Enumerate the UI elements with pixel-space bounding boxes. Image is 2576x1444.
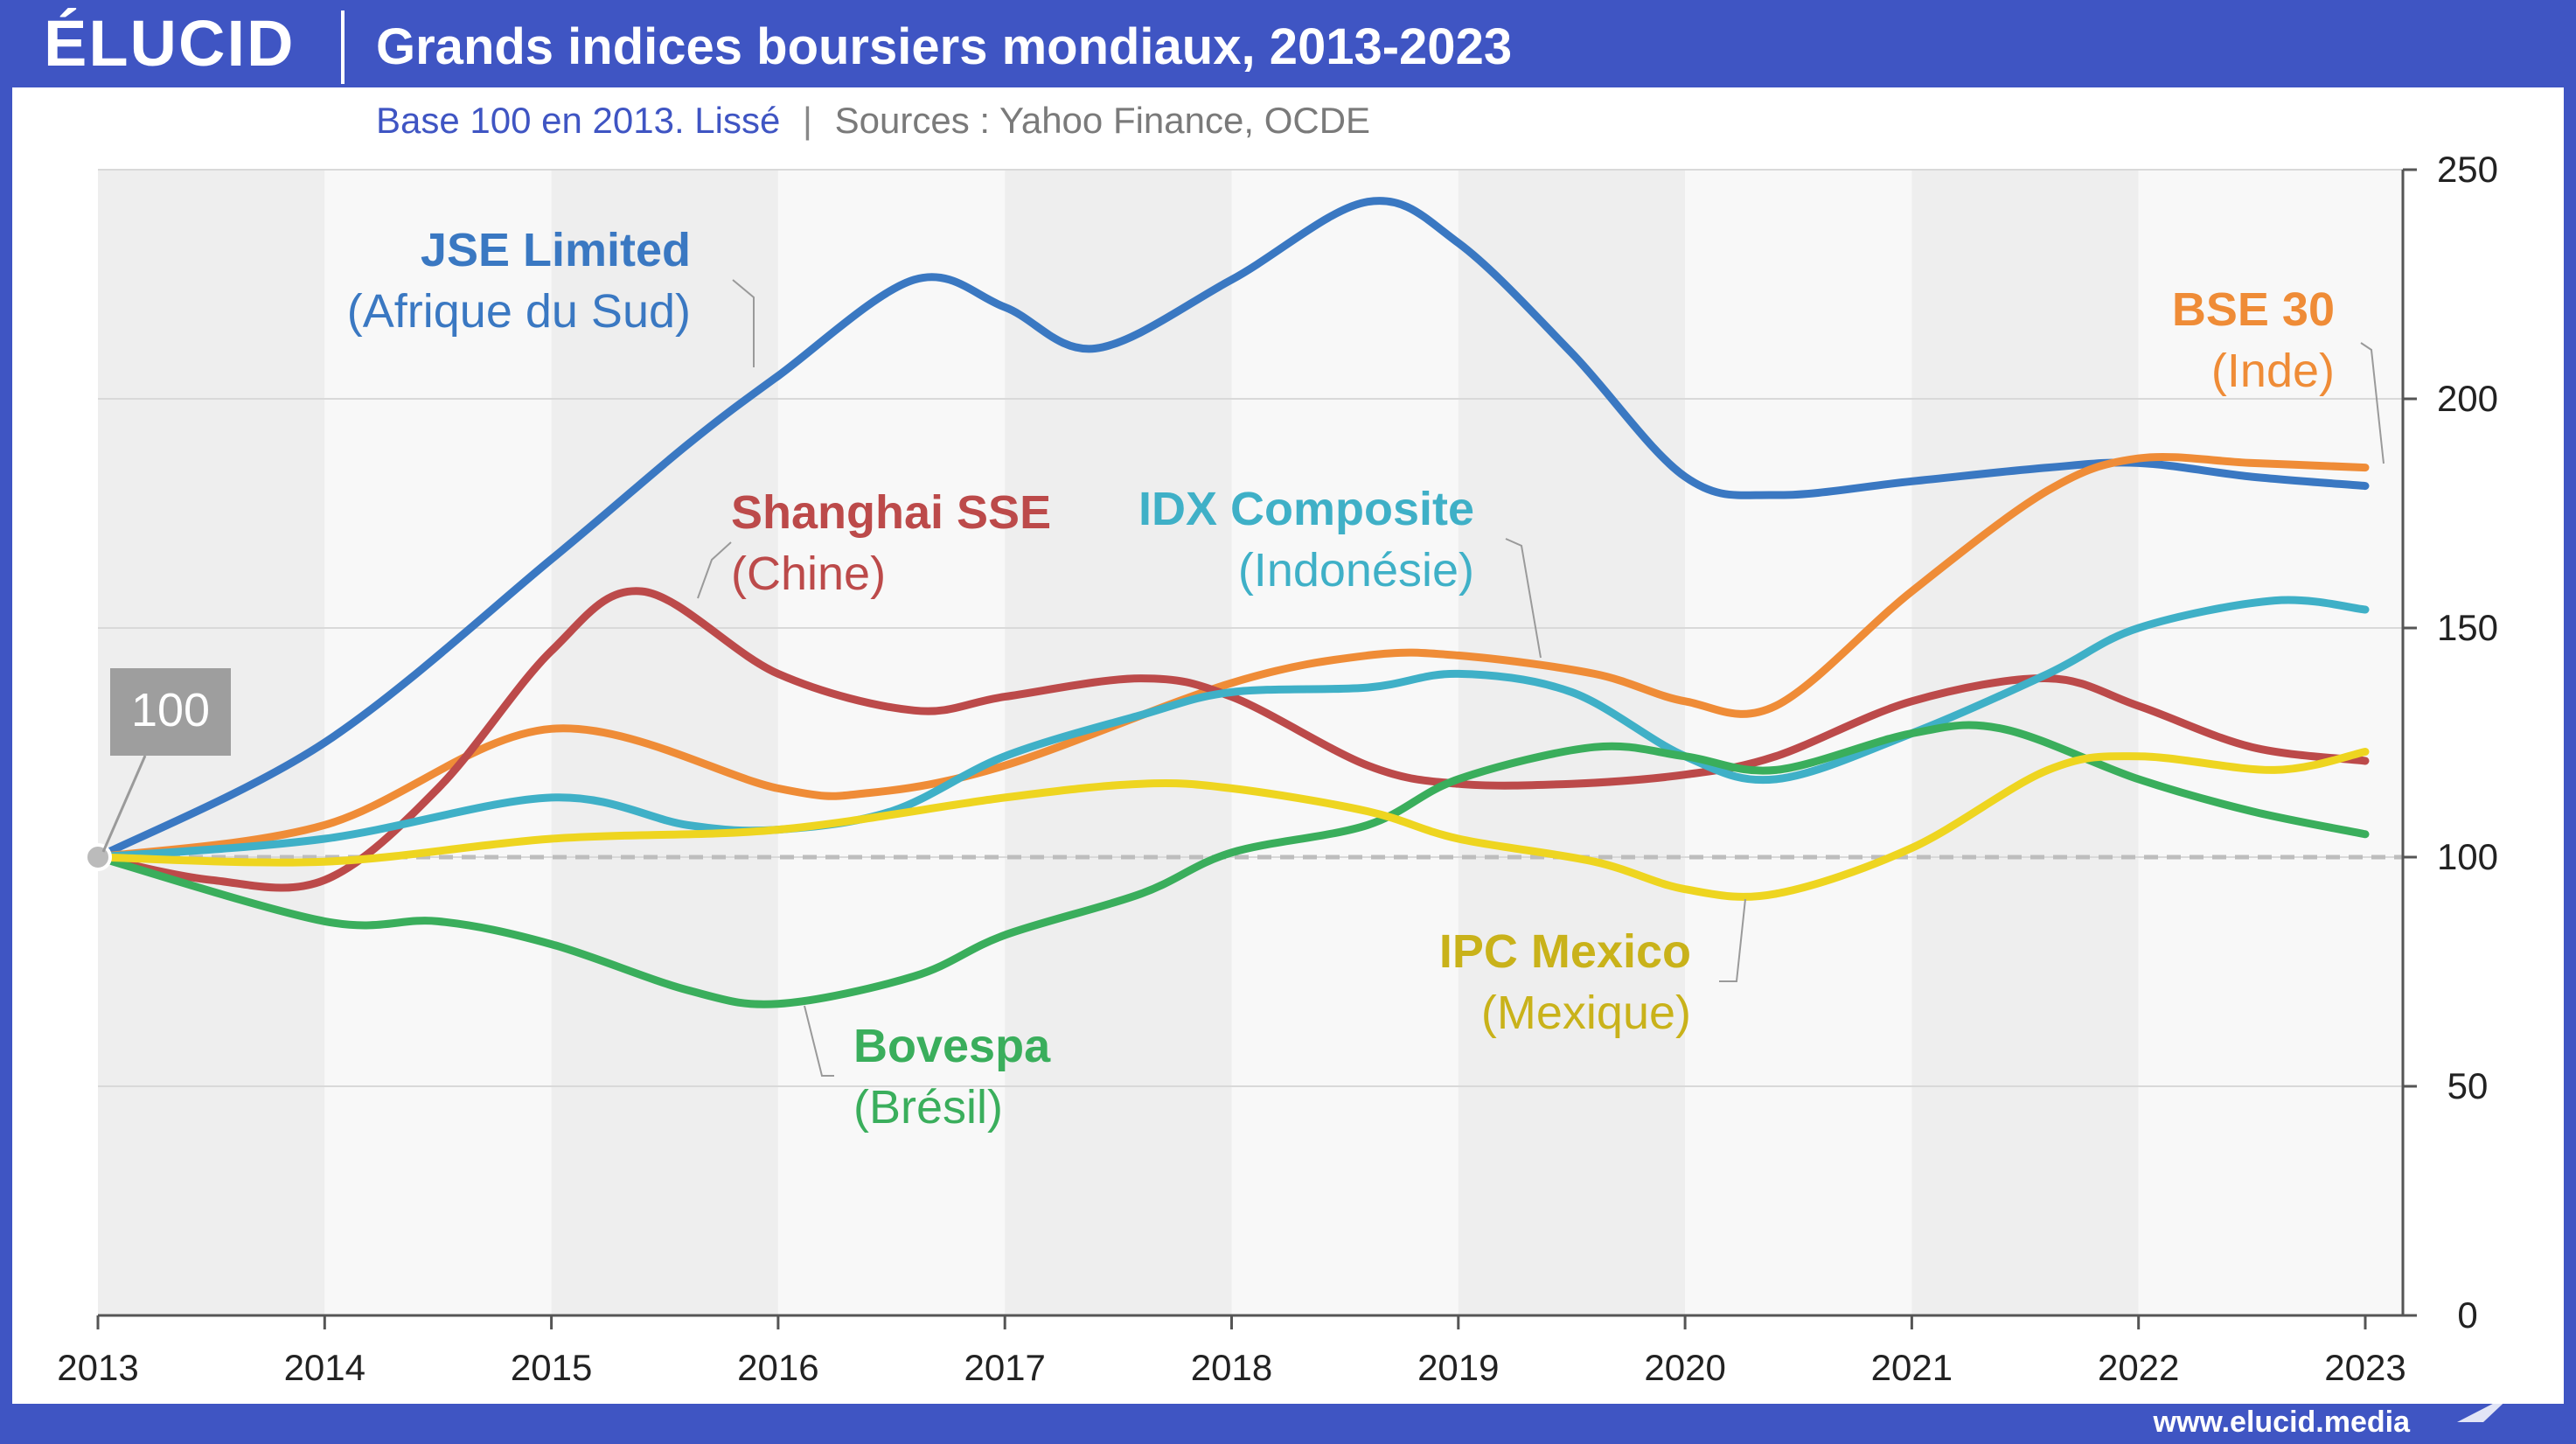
subtitle-sources: Sources : Yahoo Finance, OCDE — [834, 100, 1371, 141]
year-band — [1911, 170, 2139, 1315]
x-tick-label: 2022 — [2098, 1347, 2179, 1388]
series-labels: JSE Limited (Afrique du Sud) BSE 30 (Inde) S… — [110, 224, 2335, 1134]
x-tick-label: 2018 — [1191, 1347, 1272, 1388]
series-country-jse-limited: (Afrique du Sud) — [347, 285, 691, 338]
subtitle-base: Base 100 en 2013. Lissé — [376, 100, 781, 141]
header-bar: ÉLUCID Grands indices boursiers mondiaux… — [0, 0, 2576, 87]
subtitle-separator: | — [803, 100, 812, 141]
series-line-shanghai-sse — [94, 587, 2370, 892]
y-tick-label: 200 — [2437, 378, 2498, 419]
website-url[interactable]: www.elucid.media — [2153, 1406, 2410, 1439]
origin-point — [84, 843, 112, 871]
header-divider — [341, 10, 345, 84]
year-band — [1458, 170, 1686, 1315]
baseline-callout-box — [110, 668, 231, 756]
x-tick-label: 2017 — [964, 1347, 1045, 1388]
brand-arrow-icon — [2457, 1392, 2515, 1422]
series-label-jse-limited: JSE Limited — [421, 224, 691, 276]
x-tick-label: 2014 — [284, 1347, 366, 1388]
series-country-shanghai-sse: (Chine) — [731, 548, 886, 600]
series-country-ipc-mexico: (Mexique) — [1481, 987, 1691, 1039]
x-tick-label: 2015 — [511, 1347, 592, 1388]
x-tick-label: 2019 — [1417, 1347, 1499, 1388]
x-tick-label: 2021 — [1871, 1347, 1953, 1388]
leader-line-bse-30 — [2360, 342, 2385, 464]
chart-title: Grands indices boursiers mondiaux, 2013-… — [376, 18, 1513, 75]
x-tick-label: 2013 — [57, 1347, 138, 1388]
x-tick-label: 2020 — [1644, 1347, 1725, 1388]
series-country-bse-30: (Inde) — [2211, 345, 2335, 397]
series-country-idx-composite: (Indonésie) — [1238, 544, 1474, 596]
series-label-bse-30: BSE 30 — [2172, 283, 2335, 336]
series-line-bse-30 — [94, 452, 2370, 862]
series-line-idx-composite — [94, 596, 2370, 862]
elucid-logo: ÉLUCID — [44, 7, 296, 80]
leader-line-jse-limited — [732, 279, 755, 367]
year-band — [551, 170, 778, 1315]
chart-subtitle: Base 100 en 2013. Lissé | Sources : Yaho… — [376, 94, 1370, 147]
label-leader-lines — [101, 279, 2385, 1077]
year-band — [1231, 170, 1459, 1315]
y-tick-label: 0 — [2457, 1294, 2477, 1336]
series-label-ipc-mexico: IPC Mexico — [1439, 925, 1691, 978]
leader-line-ipc-mexico — [1719, 898, 1746, 982]
year-bands — [98, 170, 2405, 1315]
series-label-shanghai-sse: Shanghai SSE — [731, 486, 1051, 539]
x-tick-label: 2023 — [2324, 1347, 2405, 1388]
year-band — [324, 170, 552, 1315]
y-tick-label: 50 — [2447, 1065, 2489, 1106]
series-line-bovespa — [94, 721, 2370, 1008]
y-tick-label: 250 — [2437, 149, 2498, 190]
baseline-callout-label: 100 — [131, 684, 210, 736]
year-band — [2138, 170, 2405, 1315]
x-tick-label: 2016 — [737, 1347, 818, 1388]
year-band — [777, 170, 1006, 1315]
series-line-jse-limited — [94, 197, 2370, 862]
series-label-idx-composite: IDX Composite — [1138, 483, 1474, 535]
leader-line-idx-composite — [1505, 538, 1542, 659]
leader-line-bovespa — [804, 1005, 834, 1077]
y-tick-label: 100 — [2437, 836, 2498, 877]
y-tick-label: 150 — [2437, 607, 2498, 648]
callout-leader — [101, 755, 147, 853]
leader-line-shanghai-sse — [697, 541, 732, 599]
series-country-bovespa: (Brésil) — [853, 1081, 1003, 1134]
gridlines — [98, 169, 2403, 1087]
series-label-bovespa: Bovespa — [853, 1020, 1051, 1072]
axes: 0 50 100 150 200 250 2013 2014 2015 2016 2017 2018 2… — [57, 149, 2498, 1388]
series-lines — [84, 197, 2370, 1008]
series-line-ipc-mexico — [94, 748, 2370, 901]
